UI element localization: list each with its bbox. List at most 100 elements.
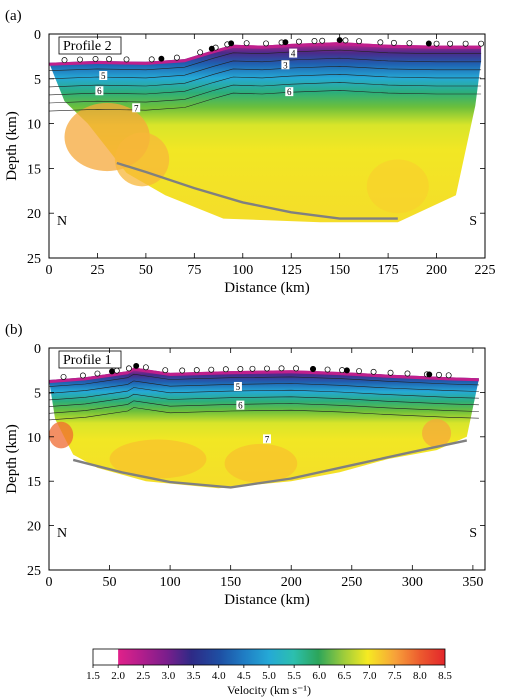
colorbar-tick-label: 4.0 [212,670,226,682]
colorbar-tick-label: 6.5 [338,670,352,682]
colorbar: 1.5 2.0 2.5 3.0 3.5 4.0 4.5 5.0 5.5 6.0 6.5 7.0 7.5 8… [86,648,452,697]
station-marker-filled [425,40,432,47]
plot-frame [48,347,486,571]
x-tick-label: 75 [187,263,201,278]
x-tick-label: 50 [103,575,117,590]
x-tick-label: 150 [220,575,241,590]
contour-label: 6 [95,86,104,96]
high-velocity-zone [422,419,452,448]
station-marker [106,56,113,63]
colorbar-tick-label: 6.0 [312,670,326,682]
contour-label: 5 [233,381,242,392]
colorbar-ramp [92,648,446,666]
station-marker [293,365,300,372]
station-marker [311,38,318,44]
station-marker [77,56,83,63]
station-marker [390,39,397,46]
velocity-contour [49,82,482,104]
station-marker [404,370,411,377]
station-marker [324,366,331,373]
station-marker [94,370,101,377]
station-marker [148,56,155,63]
velocity-contour [49,373,479,387]
station-marker [462,40,469,47]
colorbar-tick-label: 1.5 [86,670,100,682]
y-tick-label: 15 [27,162,41,177]
contour-label: 5 [99,71,108,81]
station-marker-filled [109,368,115,375]
profile-label-text: Profile 2 [63,39,112,54]
high-velocity-zone [114,132,170,187]
plot-frame [48,33,486,259]
station-marker [162,367,169,374]
x-tick-label: 350 [462,575,483,590]
station-marker [445,372,452,379]
station-marker [249,365,256,372]
y-tick-label: 10 [27,431,41,446]
colorbar-tick-label: 3.5 [187,670,201,682]
contour-label-box [95,86,104,96]
colorbar-tick-label: 8.0 [413,670,427,682]
high-velocity-zone [109,439,207,479]
station-marker-filled [310,366,316,372]
contour-label-text: 4 [291,49,296,59]
station-marker-filled [208,45,215,52]
station-marker [125,365,132,372]
contour-label-box [285,87,294,97]
corner-label-right: S [469,214,477,229]
corner-label-right: S [469,526,477,541]
station-marker [264,365,270,372]
station-marker [339,367,346,374]
contour-label-text: 7 [134,103,139,113]
station-marker [142,364,149,371]
station-marker [263,40,269,47]
y-axis-label: Depth (km) [4,111,20,181]
y-tick-label: 20 [27,207,41,222]
velocity-contour [49,393,479,407]
colorbar-tick-label: 7.5 [388,670,402,682]
station-marker [433,40,440,47]
station-marker-filled [282,39,289,46]
profile-label: Profile 1 [58,350,122,369]
surface-layer [49,42,482,66]
x-tick-label: 100 [232,263,253,278]
station-marker [179,367,186,374]
contour-label-text: 6 [287,87,292,97]
x-tick-label: 25 [90,263,104,278]
station-marker [197,49,204,56]
contour-label-box [281,60,290,70]
panel-label: (a) [5,8,22,24]
y-tick-label: 20 [27,520,41,535]
station-marker [92,56,99,62]
station-marker [208,366,215,373]
contour-label-text: 6 [97,86,102,96]
panel-label: (b) [5,322,23,338]
colorbar-label: Velocity (km s⁻¹) [227,683,311,697]
station-marker [113,367,120,374]
y-tick-label: 0 [34,28,41,43]
x-tick-label: 225 [475,263,496,278]
station-marker-filled [133,362,140,369]
x-tick-label: 50 [139,263,153,278]
station-marker [342,37,349,44]
station-marker [296,38,302,45]
corner-label-left: N [57,526,67,541]
station-marker-filled [343,367,350,374]
station-marker [243,40,250,47]
y-tick-label: 25 [27,564,41,579]
velocity-contour [49,57,482,80]
contour-label-text: 7 [265,434,270,444]
colorbar-tick-label: 4.5 [237,670,251,682]
high-velocity-zone [224,443,298,483]
station-marker [173,54,180,61]
x-tick-label: 0 [46,575,53,590]
colorbar-tick-label: 8.5 [438,670,452,682]
contour-label-text: 6 [238,401,243,411]
model-area [49,367,479,489]
station-marker [237,365,244,372]
basement-interface [72,439,468,489]
profile-label-text: Profile 1 [63,353,112,368]
station-marker [193,367,200,374]
high-velocity-zone [366,159,429,214]
